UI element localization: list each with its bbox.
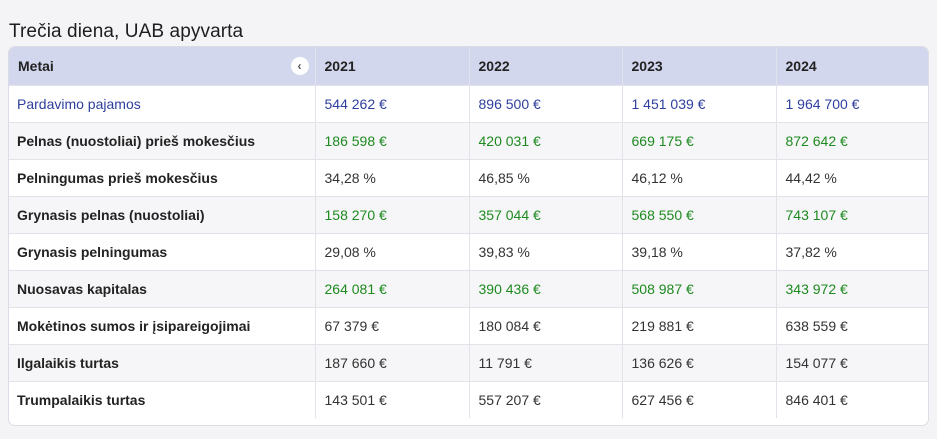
header-cell-year: 2022 [469,47,623,86]
row-label: Pelnas (nuostoliai) prieš mokesčius [9,122,316,160]
table-row: Pelningumas prieš mokesčius 34,28 % 46,85 … [9,159,928,197]
row-label: Mokėtinos sumos ir įsipareigojimai [9,307,316,345]
table-cell: 264 081 € [315,270,470,308]
header-label: Metai [18,57,54,74]
table-row: Pardavimo pajamos 544 262 €896 500 €1 451… [9,85,928,123]
table-cell: 638 559 € [776,307,928,345]
table-cell: 1 451 039 € [622,85,777,123]
table-cell: 34,28 % [315,159,470,197]
table-cell: 143 501 € [315,381,470,418]
table-cell: 872 642 € [776,122,928,160]
table-row: Grynasis pelningumas 29,08 % 39,83 % 39,18 … [9,233,928,271]
table-row: Nuosavas kapitalas 264 081 €390 436 €508 … [9,270,928,308]
financial-table: Metai ‹ 2021 2022 2023 2024 Pardavimo pa… [9,47,928,418]
row-label: Trumpalaikis turtas [9,381,316,418]
table-cell: 67 379 € [315,307,470,345]
header-cell-year: 2021 [315,47,470,86]
table-row: Mokėtinos sumos ir įsipareigojimai 67 379… [9,307,928,345]
table-cell: 846 401 € [785,391,848,408]
table-cell: 390 436 € [469,270,623,308]
header-cell-year: 2023 [622,47,777,86]
header-cell-year: 2024 [776,47,928,86]
table-cell: 37,82 % [776,233,928,271]
table-cell: 219 881 € [622,307,777,345]
financial-table-container: Metai ‹ 2021 2022 2023 2024 Pardavimo pa… [8,46,929,426]
table-cell: 29,08 % [315,233,470,271]
table-cell: 557 207 € [469,381,623,418]
table-cell: 343 972 € [776,270,928,308]
table-cell: 743 107 € [776,196,928,234]
table-cell: 508 987 € [622,270,777,308]
table-header-row: Metai ‹ 2021 2022 2023 2024 [9,47,928,86]
table-cell: 39,83 % [469,233,623,271]
table-cell: 357 044 € [469,196,623,234]
table-cell: 44,42 % [776,159,928,197]
row-label: Pelningumas prieš mokesčius [9,159,316,197]
table-cell: 46,12 % [622,159,777,197]
table-cell: 154 077 € [776,344,928,382]
table-cell: 420 031 € [469,122,623,160]
page-title: Trečia diena, UAB apyvarta [9,20,244,42]
table-cell: 669 175 € [622,122,777,160]
table-cell: 627 456 € [622,381,777,418]
table-cell: 46,85 % [469,159,623,197]
table-row: Trumpalaikis turtas 143 501 €557 207 €627… [9,381,928,418]
table-cell: 180 084 € [469,307,623,345]
table-cell: 1 964 700 € [776,85,928,123]
row-label: Grynasis pelnas (nuostoliai) [9,196,316,234]
row-label[interactable]: Pardavimo pajamos [9,85,316,123]
table-cell: 158 270 € [315,196,470,234]
table-row: Grynasis pelnas (nuostoliai) 158 270 €357… [9,196,928,234]
table-cell: 11 791 € [469,344,623,382]
row-label: Nuosavas kapitalas [9,270,316,308]
row-label: Ilgalaikis turtas [9,344,316,382]
table-cell: 896 500 € [469,85,623,123]
chevron-left-icon[interactable]: ‹ [290,57,309,75]
table-cell: 136 626 € [622,344,777,382]
table-cell: 187 660 € [315,344,470,382]
table-cell: 186 598 € [315,122,470,160]
table-cell: 544 262 € [315,85,470,123]
table-row: Ilgalaikis turtas 187 660 €11 791 €136 62… [9,344,928,382]
header-cell-metai: Metai ‹ [9,47,316,86]
table-cell: 568 550 € [622,196,777,234]
table-cell: 39,18 % [622,233,777,271]
row-label: Grynasis pelningumas [9,233,316,271]
table-row: Pelnas (nuostoliai) prieš mokesčius 186 5… [9,122,928,160]
